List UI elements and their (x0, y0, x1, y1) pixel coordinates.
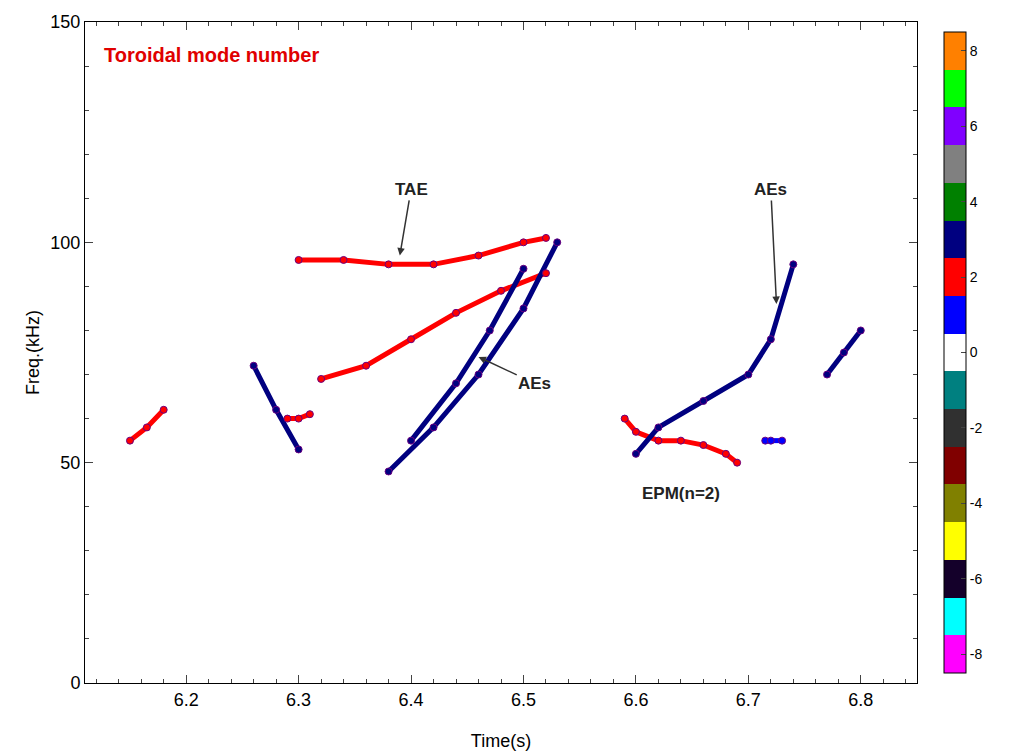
svg-text:0: 0 (70, 673, 80, 693)
svg-text:6.4: 6.4 (399, 690, 424, 710)
svg-text:Freq.(kHz): Freq.(kHz) (23, 310, 43, 395)
svg-text:6.5: 6.5 (511, 690, 536, 710)
svg-text:100: 100 (50, 233, 80, 253)
svg-text:2: 2 (970, 269, 978, 285)
svg-text:6.3: 6.3 (286, 690, 311, 710)
svg-text:6.7: 6.7 (736, 690, 761, 710)
svg-text:6.2: 6.2 (174, 690, 199, 710)
svg-text:-4: -4 (970, 495, 983, 511)
svg-text:TAE: TAE (395, 180, 428, 199)
svg-text:4: 4 (970, 194, 978, 210)
svg-text:6.8: 6.8 (848, 690, 873, 710)
svg-text:AEs: AEs (518, 374, 551, 393)
svg-text:8: 8 (970, 43, 978, 59)
svg-text:-6: -6 (970, 571, 983, 587)
svg-text:50: 50 (60, 453, 80, 473)
svg-text:6.6: 6.6 (623, 690, 648, 710)
svg-text:150: 150 (50, 12, 80, 32)
svg-text:Time(s): Time(s) (471, 731, 531, 751)
svg-text:-8: -8 (970, 646, 983, 662)
svg-text:EPM(n=2): EPM(n=2) (642, 484, 720, 503)
svg-text:Toroidal mode number: Toroidal mode number (104, 44, 319, 66)
svg-text:AEs: AEs (754, 180, 787, 199)
svg-text:0: 0 (970, 344, 978, 360)
svg-text:-2: -2 (970, 420, 983, 436)
svg-text:6: 6 (970, 118, 978, 134)
